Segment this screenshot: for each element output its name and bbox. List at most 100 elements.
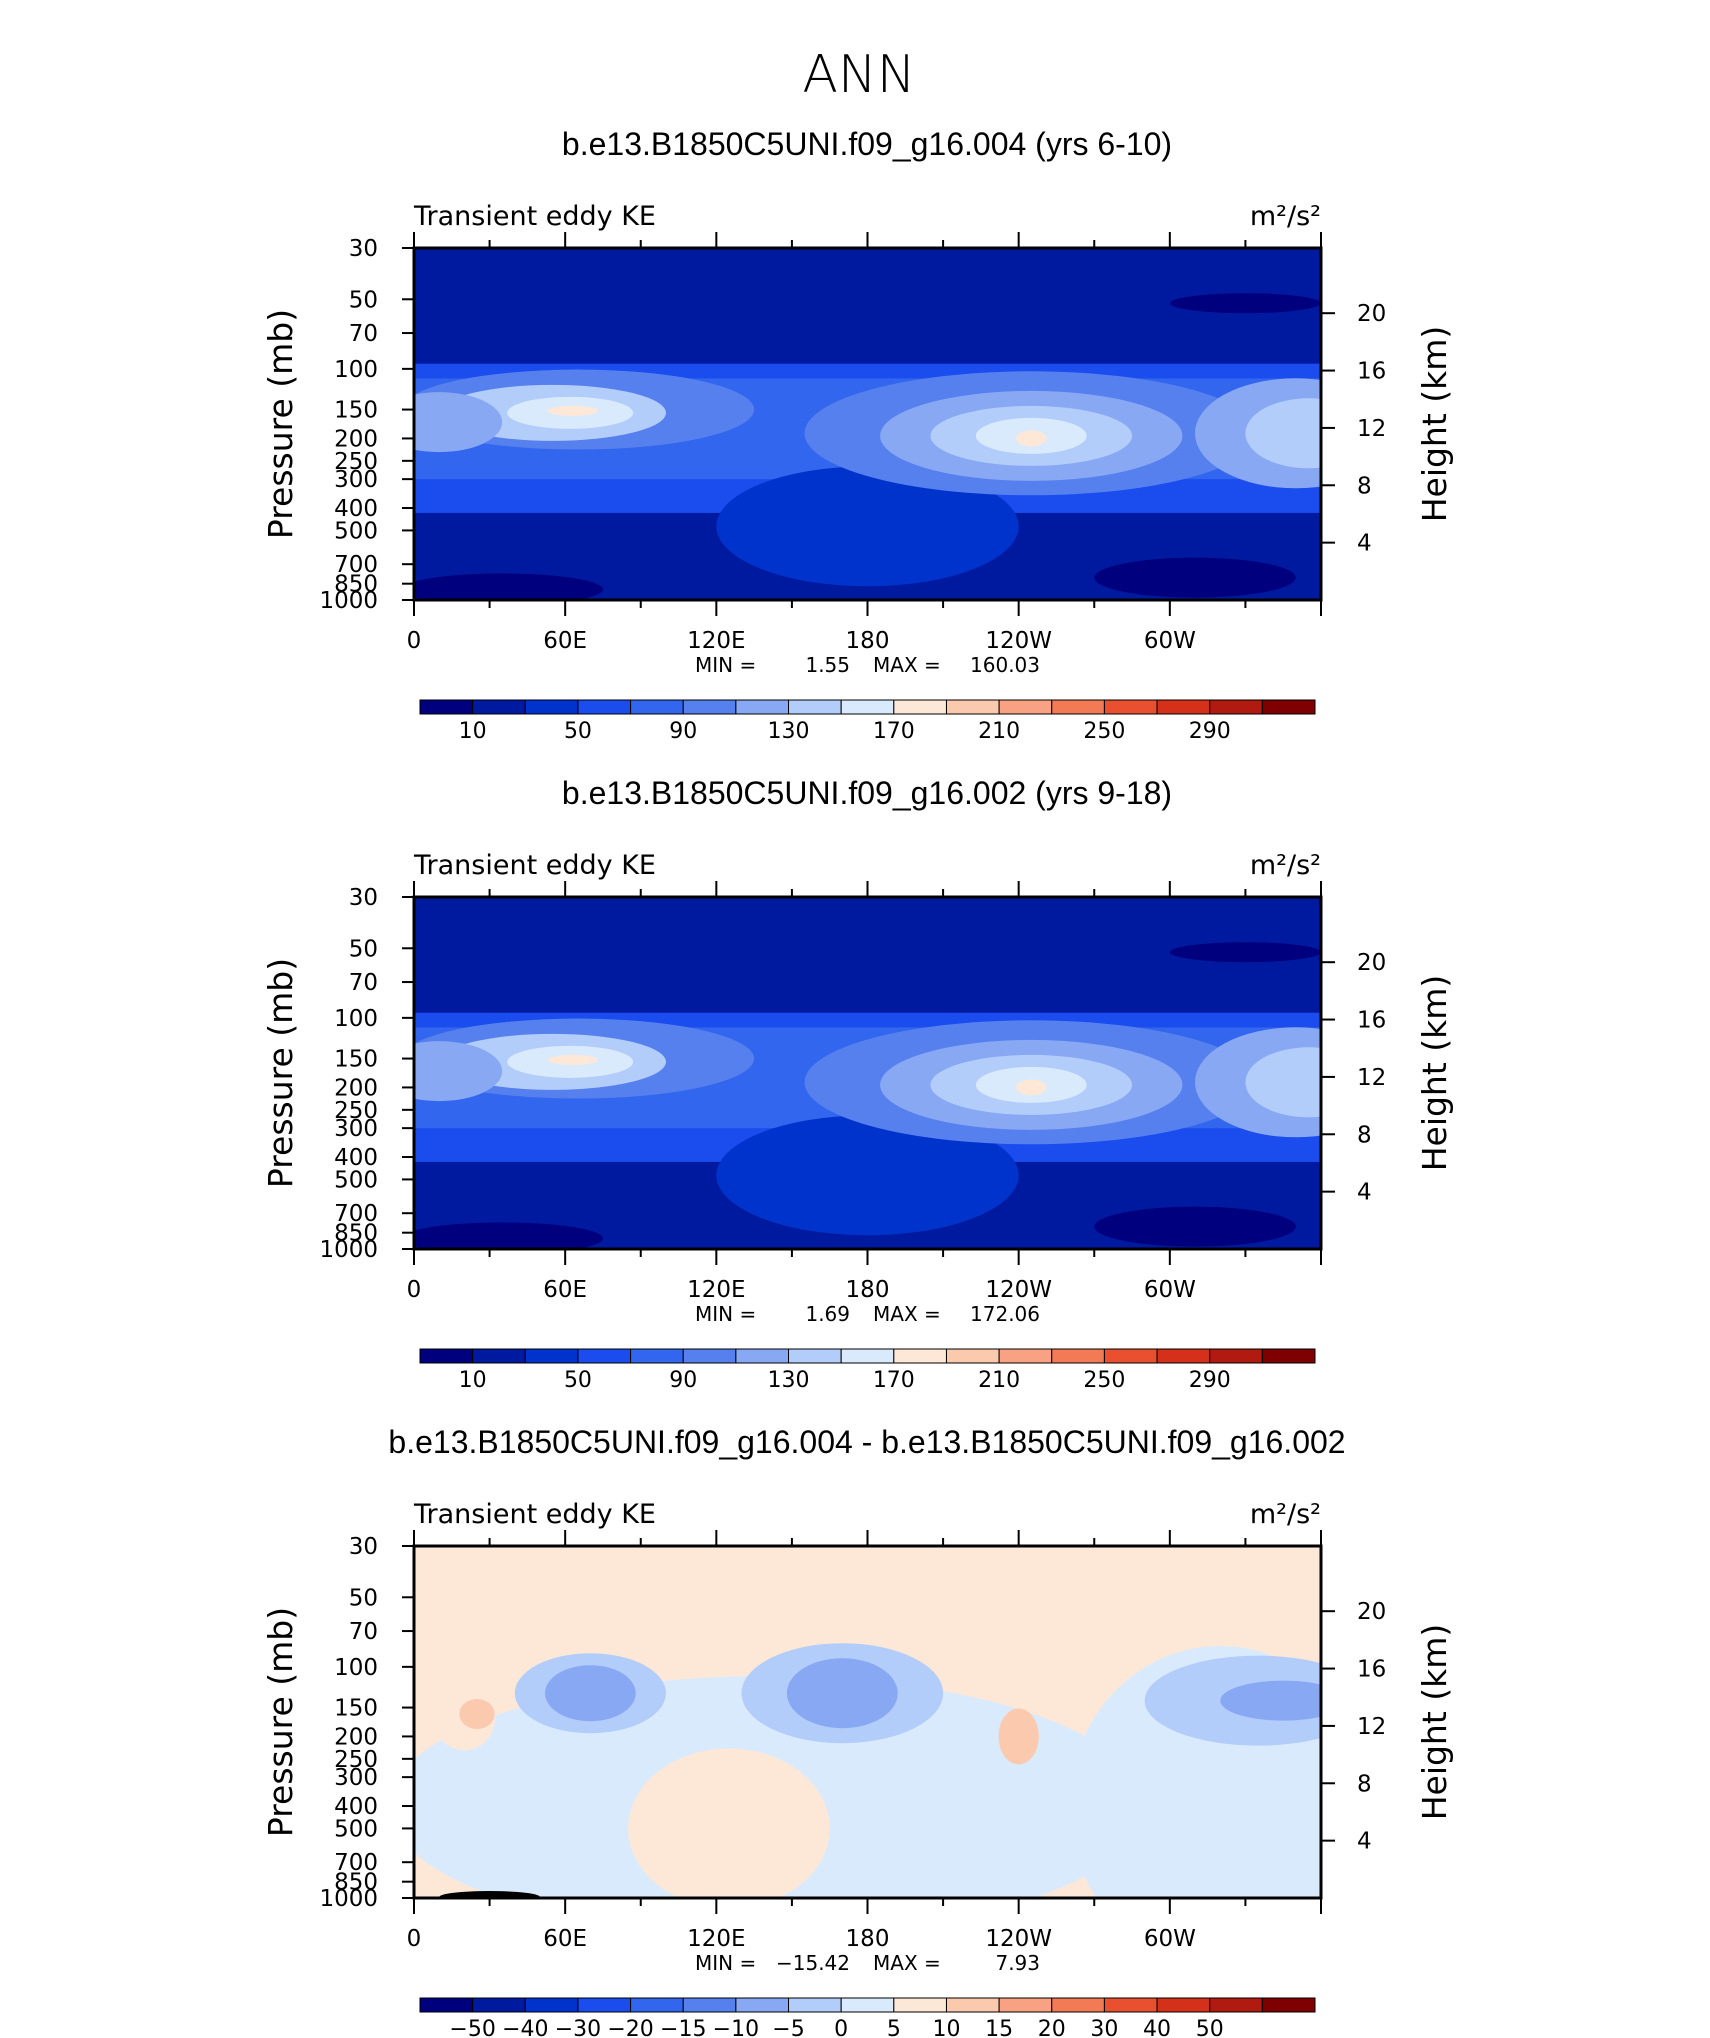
y2-tick-label: 20 bbox=[1357, 950, 1386, 976]
y-tick-label: 500 bbox=[334, 518, 378, 544]
colorbar-tick-label: −20 bbox=[607, 2017, 653, 2038]
colorbar-box bbox=[1103, 1348, 1158, 1364]
y2-tick-label: 4 bbox=[1357, 531, 1372, 557]
colorbar-tick-label: 210 bbox=[978, 1368, 1020, 1393]
colorbar-box bbox=[1261, 699, 1316, 715]
y-tick-label: 50 bbox=[349, 936, 378, 962]
chart-panel-2: b.e13.B1850C5UNI.f09_g16.002 (yrs 9-18) T… bbox=[261, 775, 1454, 1393]
contour-region bbox=[1169, 293, 1321, 314]
x-tick-label: 60E bbox=[543, 1277, 587, 1303]
y2-tick-label: 12 bbox=[1357, 1714, 1386, 1740]
contour-region bbox=[1169, 942, 1321, 963]
colorbar-tick-label: 250 bbox=[1083, 719, 1125, 744]
contour-max bbox=[1016, 430, 1047, 447]
min-label: MIN = bbox=[695, 653, 756, 677]
colorbar-tick-label: 30 bbox=[1090, 2017, 1118, 2038]
x-tick-label: 180 bbox=[846, 1277, 890, 1303]
max-label: MAX = bbox=[873, 1951, 941, 1975]
colorbar-box bbox=[472, 1997, 526, 2013]
max-value: 160.03 bbox=[970, 653, 1040, 677]
chart-panel-1: b.e13.B1850C5UNI.f09_g16.004 (yrs 6-10) T… bbox=[261, 126, 1454, 744]
contour-region bbox=[414, 573, 603, 600]
y-tick-label: 100 bbox=[334, 357, 378, 383]
y-tick-label: 50 bbox=[349, 1585, 378, 1611]
max-value: 172.06 bbox=[970, 1302, 1040, 1326]
x-tick-label: 120E bbox=[687, 1277, 745, 1303]
y-tick-label: 250 bbox=[334, 1747, 378, 1773]
left-label: Transient eddy KE bbox=[413, 1499, 656, 1530]
y-tick-label: 50 bbox=[349, 287, 378, 313]
y2-tick-label: 12 bbox=[1357, 416, 1386, 442]
y-tick-label: 500 bbox=[334, 1816, 378, 1842]
colorbar-box bbox=[788, 699, 842, 715]
colorbar-tick-label: 130 bbox=[768, 719, 810, 744]
chart-panel-3: b.e13.B1850C5UNI.f09_g16.004 - b.e13.B18… bbox=[261, 1424, 1454, 2038]
colorbar-box bbox=[840, 1997, 895, 2013]
y-tick-label: 300 bbox=[334, 1765, 378, 1791]
chart-title: b.e13.B1850C5UNI.f09_g16.004 (yrs 6-10) bbox=[562, 126, 1172, 162]
colorbar-box bbox=[840, 1348, 895, 1364]
colorbar-tick-label: 50 bbox=[564, 719, 592, 744]
colorbar-tick-label: 50 bbox=[564, 1368, 592, 1393]
x-tick-label: 180 bbox=[846, 1926, 890, 1952]
colorbar-box bbox=[998, 1348, 1053, 1364]
contour-region bbox=[1094, 557, 1296, 598]
colorbar-box bbox=[893, 699, 947, 715]
colorbar-tick-label: 250 bbox=[1083, 1368, 1125, 1393]
y-tick-label: 70 bbox=[349, 970, 378, 996]
colorbar-box bbox=[945, 1348, 1000, 1364]
colorbar-box bbox=[1051, 1997, 1105, 2013]
y-tick-label: 200 bbox=[334, 1724, 378, 1750]
units-label: m²/s² bbox=[1250, 201, 1321, 232]
y-axis-label: Pressure (mb) bbox=[261, 309, 300, 539]
y2-tick-label: 8 bbox=[1357, 473, 1372, 499]
colorbar-box bbox=[419, 699, 474, 715]
colorbar-box bbox=[788, 1348, 842, 1364]
y2-tick-label: 8 bbox=[1357, 1122, 1372, 1148]
colorbar-tick-label: 15 bbox=[985, 2017, 1013, 2038]
colorbar-box bbox=[1209, 1997, 1263, 2013]
colorbar-tick-label: 90 bbox=[669, 719, 697, 744]
y-tick-label: 1000 bbox=[319, 588, 378, 614]
y-tick-label: 1000 bbox=[319, 1237, 378, 1263]
y-tick-label: 300 bbox=[334, 1116, 378, 1142]
y-axis-label: Pressure (mb) bbox=[261, 958, 300, 1188]
colorbar-box bbox=[682, 1348, 737, 1364]
x-tick-label: 120E bbox=[687, 628, 745, 654]
units-label: m²/s² bbox=[1250, 850, 1321, 881]
colorbar-box bbox=[419, 1997, 474, 2013]
colorbar-box bbox=[419, 1348, 474, 1364]
contour-max bbox=[1016, 1079, 1047, 1096]
y2-tick-label: 8 bbox=[1357, 1771, 1372, 1797]
page-title: ANN bbox=[802, 45, 915, 105]
colorbar-box bbox=[1103, 1997, 1158, 2013]
y-tick-label: 300 bbox=[334, 467, 378, 493]
colorbar-box bbox=[630, 1997, 684, 2013]
colorbar-tick-label: 0 bbox=[834, 2017, 848, 2038]
colorbar-box bbox=[1209, 699, 1263, 715]
colorbar-box bbox=[893, 1348, 947, 1364]
max-value: 7.93 bbox=[995, 1951, 1040, 1975]
y-tick-label: 400 bbox=[334, 1145, 378, 1171]
colorbar-box bbox=[735, 699, 790, 715]
colorbar-box bbox=[1261, 1348, 1316, 1364]
y-tick-label: 150 bbox=[334, 1696, 378, 1722]
colorbar-tick-label: 5 bbox=[887, 2017, 901, 2038]
colorbar-box bbox=[840, 699, 895, 715]
colorbar-tick-label: 290 bbox=[1189, 719, 1231, 744]
y-tick-label: 200 bbox=[334, 1075, 378, 1101]
y-tick-label: 400 bbox=[334, 1794, 378, 1820]
y-tick-label: 30 bbox=[349, 885, 378, 911]
contour-max bbox=[547, 405, 598, 416]
colorbar-box bbox=[472, 1348, 526, 1364]
y-tick-label: 400 bbox=[334, 496, 378, 522]
min-label: MIN = bbox=[695, 1302, 756, 1326]
contour-region bbox=[439, 1890, 540, 1898]
colorbar-tick-label: −50 bbox=[449, 2017, 495, 2038]
colorbar-box bbox=[1156, 699, 1211, 715]
colorbar-tick-label: 130 bbox=[768, 1368, 810, 1393]
contour-region bbox=[545, 1665, 636, 1722]
contour-field bbox=[414, 897, 1321, 1249]
contour-region bbox=[414, 1222, 603, 1249]
